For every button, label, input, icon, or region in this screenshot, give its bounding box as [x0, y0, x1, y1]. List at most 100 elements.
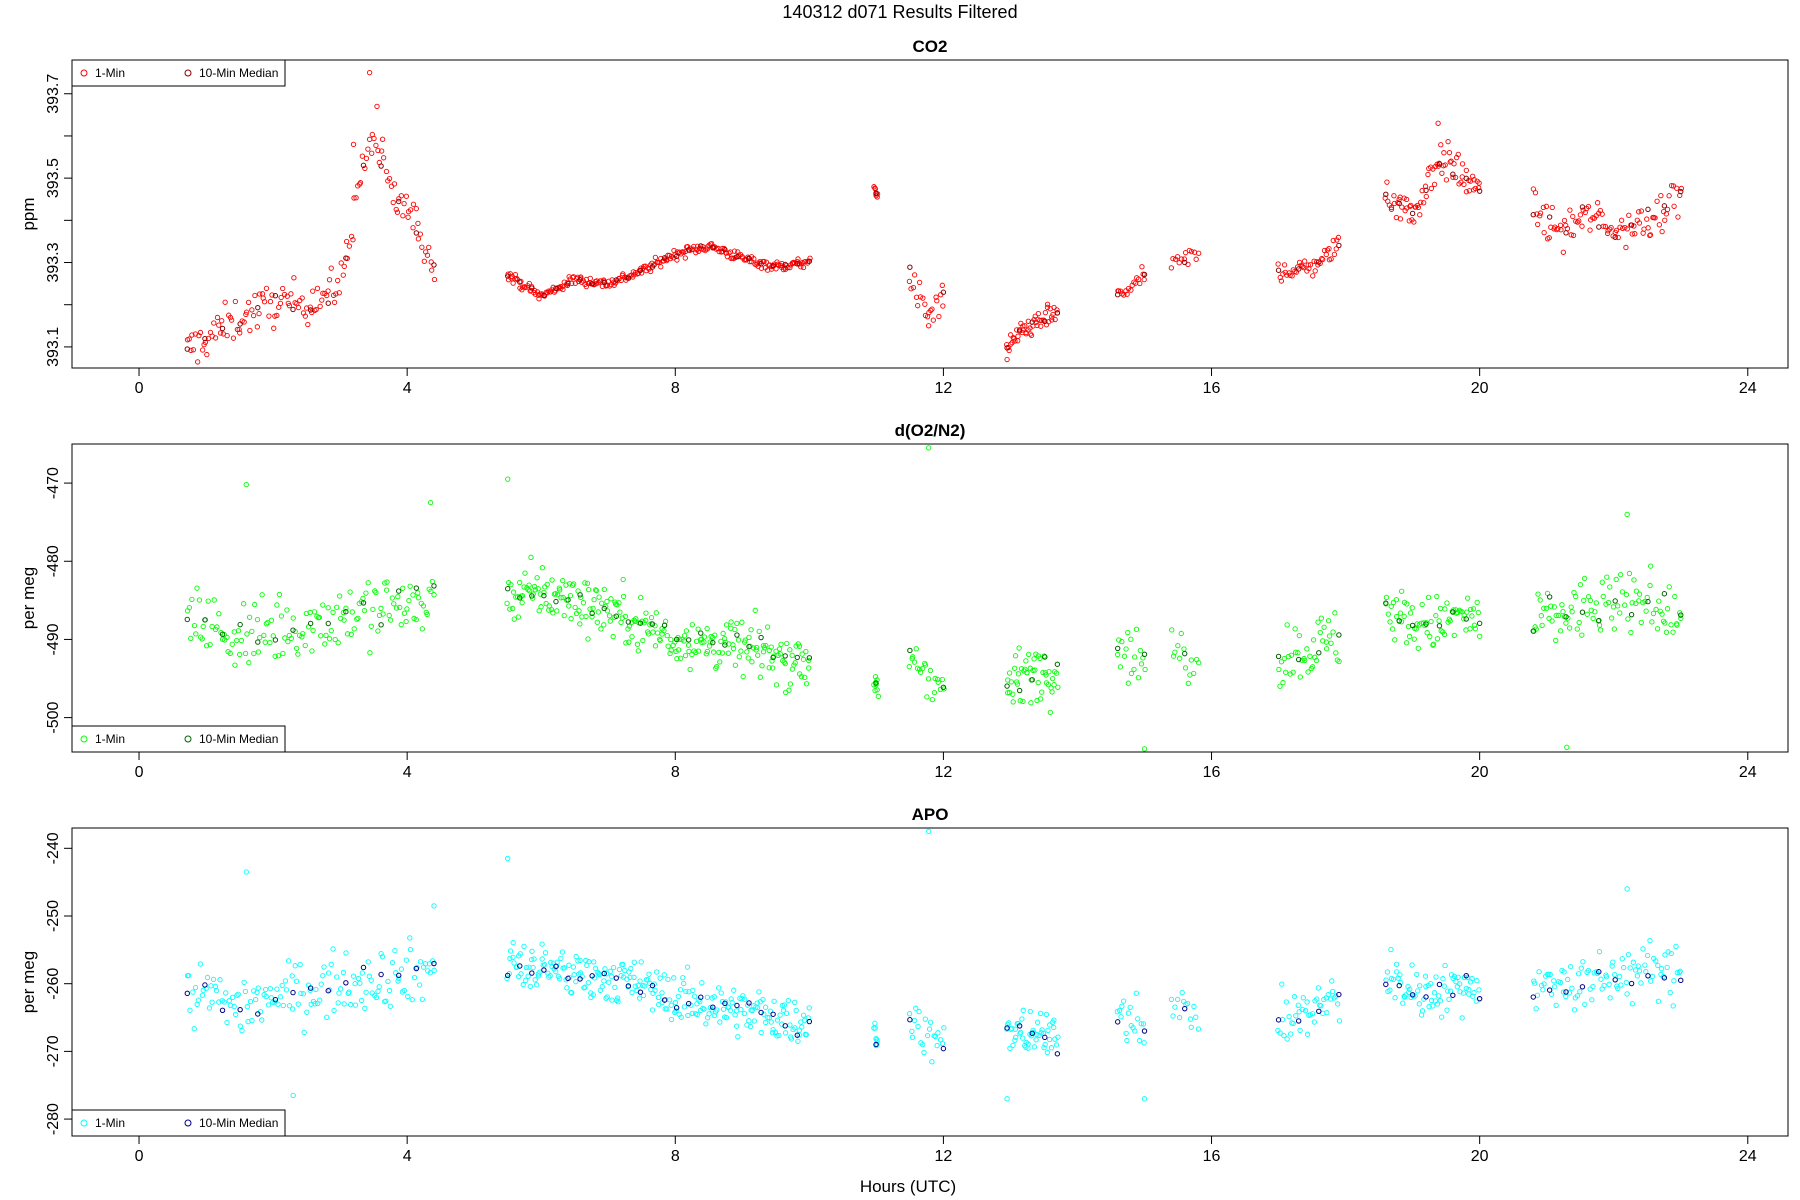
data-point	[689, 622, 695, 628]
x-tick-label: 8	[671, 380, 680, 397]
data-point	[716, 985, 722, 991]
data-point	[297, 961, 303, 968]
median-point	[431, 583, 437, 589]
data-point	[721, 245, 727, 252]
data-point	[235, 628, 242, 634]
data-point	[334, 604, 340, 610]
data-point	[1574, 993, 1581, 999]
data-point	[788, 1036, 795, 1042]
y-tick-label: -500	[45, 701, 62, 733]
data-point	[1398, 619, 1405, 625]
data-point	[773, 682, 780, 688]
data-point	[699, 980, 705, 986]
data-point	[516, 974, 522, 980]
data-point	[357, 980, 363, 986]
data-point	[1444, 600, 1450, 606]
data-point	[668, 636, 674, 643]
data-point	[1326, 246, 1332, 252]
data-point	[196, 597, 203, 603]
data-point	[1644, 952, 1651, 959]
data-point	[1013, 1034, 1019, 1040]
data-point	[585, 636, 591, 642]
data-point	[254, 616, 261, 623]
data-point	[906, 663, 912, 670]
data-point	[1576, 619, 1582, 626]
data-point	[309, 648, 315, 654]
data-point	[365, 146, 371, 152]
data-point	[733, 1023, 740, 1029]
data-point	[749, 1007, 755, 1014]
median-point	[1383, 191, 1389, 197]
x-tick-label: 4	[403, 764, 412, 781]
data-point	[1406, 218, 1412, 224]
median-point	[806, 258, 813, 264]
data-point	[1617, 610, 1623, 616]
data-point	[1399, 204, 1405, 210]
data-point	[1141, 276, 1147, 283]
data-point	[1541, 229, 1547, 236]
data-point	[405, 214, 411, 220]
data-point	[1398, 979, 1404, 986]
data-point	[769, 665, 776, 671]
median-point	[396, 972, 402, 979]
data-point	[1053, 670, 1060, 676]
data-point	[347, 589, 353, 595]
median-point	[661, 622, 668, 629]
median-point	[710, 1004, 716, 1010]
data-point	[241, 979, 247, 986]
data-point	[335, 1000, 341, 1006]
data-point	[645, 631, 652, 637]
median-point	[517, 279, 523, 285]
data-point	[1596, 622, 1603, 628]
data-point	[415, 590, 421, 596]
panel-title: d(O2/N2)	[895, 421, 966, 440]
data-point	[1415, 988, 1421, 994]
data-point	[1653, 606, 1659, 613]
data-point	[1055, 684, 1061, 690]
data-point	[1137, 647, 1143, 654]
data-point	[1397, 972, 1403, 978]
data-point	[1541, 981, 1547, 987]
median-point	[589, 973, 595, 979]
data-point	[787, 1022, 793, 1028]
data-point	[916, 1008, 922, 1015]
data-point	[567, 592, 574, 599]
data-point	[293, 978, 300, 984]
data-point	[1118, 1014, 1124, 1020]
data-point	[1592, 609, 1598, 615]
data-point	[348, 233, 355, 239]
median-point	[710, 639, 716, 646]
data-point	[716, 249, 722, 255]
data-point	[1010, 1042, 1016, 1049]
x-tick-label: 0	[135, 380, 144, 397]
data-point	[1317, 629, 1323, 636]
data-point	[1670, 629, 1676, 635]
data-point	[278, 613, 285, 619]
data-point	[1467, 626, 1473, 632]
data-point	[704, 648, 711, 655]
data-point	[1407, 986, 1413, 993]
data-point	[1393, 613, 1400, 620]
data-point	[922, 662, 929, 668]
y-tick-label: -250	[45, 900, 62, 932]
data-point	[278, 294, 284, 301]
data-point	[1193, 1014, 1199, 1020]
data-point	[778, 641, 784, 647]
median-point	[782, 261, 788, 268]
data-point	[631, 974, 637, 980]
median-point	[255, 1011, 261, 1017]
data-point	[1276, 666, 1282, 673]
data-point	[1587, 227, 1593, 233]
median-point	[237, 321, 243, 327]
data-point	[1477, 633, 1483, 639]
data-point	[756, 628, 762, 635]
data-point	[1284, 1036, 1290, 1042]
data-point	[711, 994, 718, 1000]
median-point	[396, 198, 402, 205]
data-point	[1124, 291, 1130, 297]
data-point	[1668, 622, 1674, 628]
median-point	[219, 631, 226, 637]
data-point	[802, 674, 808, 681]
data-point	[727, 1007, 734, 1014]
median-point	[1661, 203, 1668, 209]
